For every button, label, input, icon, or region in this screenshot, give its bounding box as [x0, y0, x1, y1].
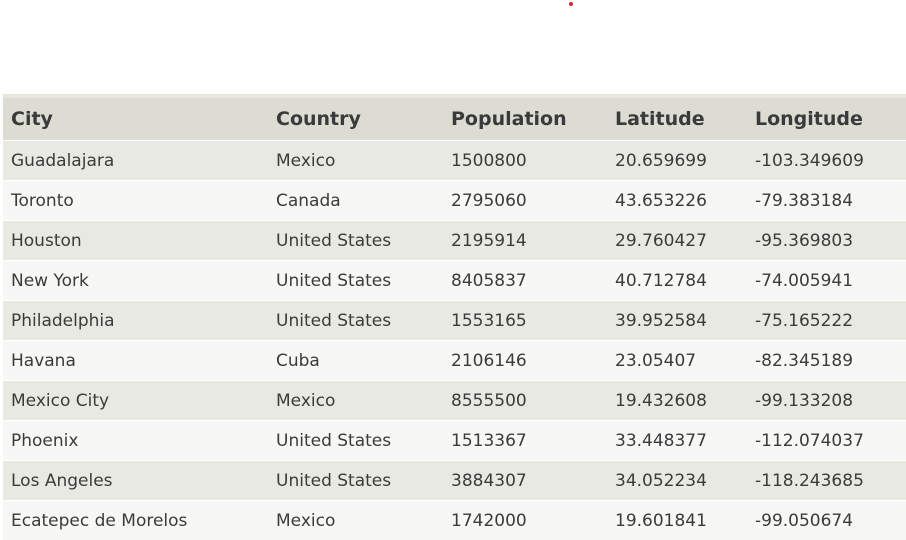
cell-country: Mexico — [268, 500, 443, 540]
cell-longitude: -95.369803 — [747, 220, 906, 261]
cell-population: 1500800 — [443, 140, 607, 181]
cell-population: 8405837 — [443, 260, 607, 301]
cell-country: Mexico — [268, 140, 443, 181]
cell-latitude: 19.432608 — [607, 380, 747, 421]
cell-longitude: -112.074037 — [747, 420, 906, 461]
cell-country: Canada — [268, 180, 443, 221]
cell-longitude: -79.383184 — [747, 180, 906, 221]
cell-latitude: 39.952584 — [607, 300, 747, 341]
cell-longitude: -82.345189 — [747, 340, 906, 381]
cell-latitude: 34.052234 — [607, 460, 747, 501]
cell-longitude: -99.050674 — [747, 500, 906, 540]
table-row[interactable]: Toronto Canada 2795060 43.653226 -79.383… — [3, 180, 906, 221]
red-dot-marker — [569, 2, 573, 6]
cell-population: 1513367 — [443, 420, 607, 461]
table-row[interactable]: Mexico City Mexico 8555500 19.432608 -99… — [3, 380, 906, 421]
cell-country: Mexico — [268, 380, 443, 421]
cell-longitude: -75.165222 — [747, 300, 906, 341]
table-row[interactable]: Phoenix United States 1513367 33.448377 … — [3, 420, 906, 461]
cell-city: Philadelphia — [3, 300, 268, 341]
cell-latitude: 33.448377 — [607, 420, 747, 461]
cell-latitude: 40.712784 — [607, 260, 747, 301]
cities-table: City Country Population Latitude Longitu… — [3, 98, 906, 540]
cell-city: Guadalajara — [3, 140, 268, 181]
column-header-city[interactable]: City — [3, 98, 268, 141]
cell-latitude: 20.659699 — [607, 140, 747, 181]
cell-city: Ecatepec de Morelos — [3, 500, 268, 540]
cell-population: 3884307 — [443, 460, 607, 501]
cities-table-container: City Country Population Latitude Longitu… — [3, 94, 906, 540]
cell-population: 1742000 — [443, 500, 607, 540]
cell-latitude: 23.05407 — [607, 340, 747, 381]
column-header-country[interactable]: Country — [268, 98, 443, 141]
table-row[interactable]: Guadalajara Mexico 1500800 20.659699 -10… — [3, 140, 906, 181]
cell-longitude: -74.005941 — [747, 260, 906, 301]
cell-city: Mexico City — [3, 380, 268, 421]
table-header-row: City Country Population Latitude Longitu… — [3, 98, 906, 141]
cell-city: Houston — [3, 220, 268, 261]
cell-longitude: -99.133208 — [747, 380, 906, 421]
cell-city: Los Angeles — [3, 460, 268, 501]
cell-city: New York — [3, 260, 268, 301]
column-header-population[interactable]: Population — [443, 98, 607, 141]
table-row[interactable]: Philadelphia United States 1553165 39.95… — [3, 300, 906, 341]
cell-population: 1553165 — [443, 300, 607, 341]
cell-latitude: 19.601841 — [607, 500, 747, 540]
table-row[interactable]: Houston United States 2195914 29.760427 … — [3, 220, 906, 261]
cell-country: United States — [268, 220, 443, 261]
cell-country: Cuba — [268, 340, 443, 381]
table-row[interactable]: Los Angeles United States 3884307 34.052… — [3, 460, 906, 501]
cell-city: Toronto — [3, 180, 268, 221]
cell-longitude: -118.243685 — [747, 460, 906, 501]
cell-country: United States — [268, 260, 443, 301]
cell-country: United States — [268, 300, 443, 341]
cell-population: 2106146 — [443, 340, 607, 381]
cell-country: United States — [268, 460, 443, 501]
cell-latitude: 43.653226 — [607, 180, 747, 221]
cell-longitude: -103.349609 — [747, 140, 906, 181]
table-row[interactable]: Ecatepec de Morelos Mexico 1742000 19.60… — [3, 500, 906, 540]
cell-city: Phoenix — [3, 420, 268, 461]
cell-population: 8555500 — [443, 380, 607, 421]
column-header-latitude[interactable]: Latitude — [607, 98, 747, 141]
column-header-longitude[interactable]: Longitude — [747, 98, 906, 141]
cell-country: United States — [268, 420, 443, 461]
cell-city: Havana — [3, 340, 268, 381]
table-row[interactable]: Havana Cuba 2106146 23.05407 -82.345189 — [3, 340, 906, 381]
cell-latitude: 29.760427 — [607, 220, 747, 261]
cell-population: 2795060 — [443, 180, 607, 221]
cell-population: 2195914 — [443, 220, 607, 261]
table-row[interactable]: New York United States 8405837 40.712784… — [3, 260, 906, 301]
